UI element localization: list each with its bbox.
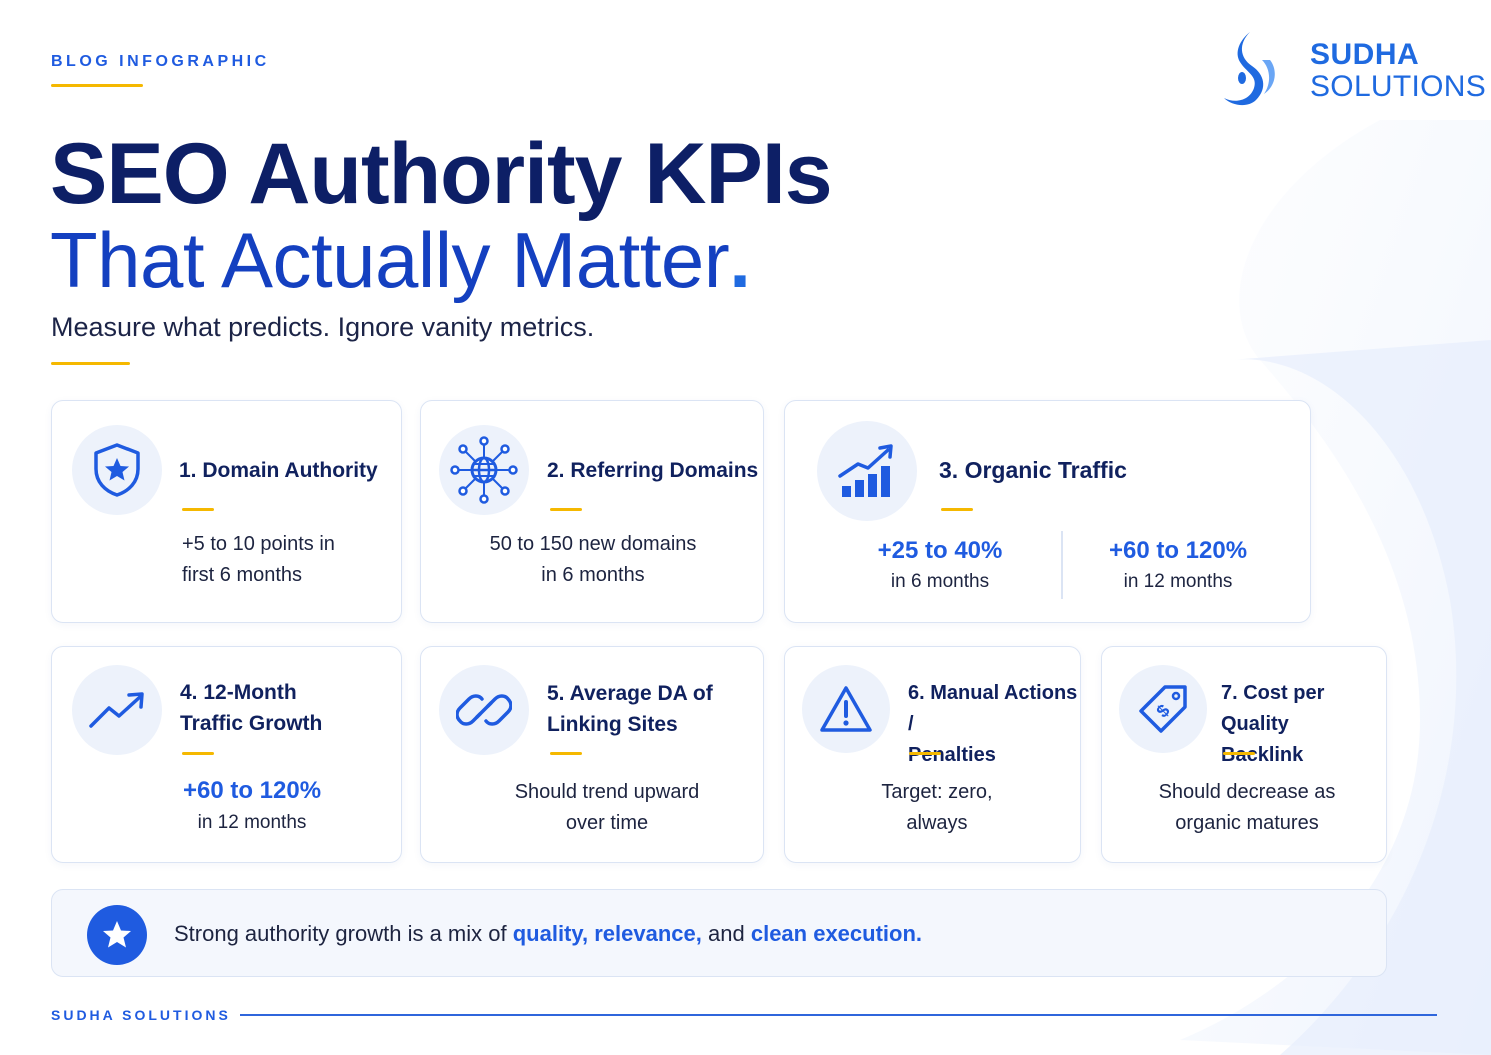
trend-up-icon bbox=[89, 692, 144, 728]
kpi-body: 50 to 150 new domains in 6 months bbox=[451, 529, 735, 591]
kpi-title: 4. 12-Month Traffic Growth bbox=[180, 677, 322, 739]
kpi-body: Should trend upward over time bbox=[465, 777, 749, 839]
kpi-card-referring-domains: 2. Referring Domains 50 to 150 new domai… bbox=[420, 400, 764, 623]
kpi-title-underline bbox=[1223, 752, 1255, 755]
star-icon bbox=[87, 905, 147, 965]
kpi-card-organic-traffic: 3. Organic Traffic +25 to 40% in 6 month… bbox=[784, 400, 1311, 623]
kpi-icon-circle bbox=[439, 425, 529, 515]
kpi-title: 1. Domain Authority bbox=[179, 459, 378, 482]
kpi-icon-circle bbox=[72, 425, 162, 515]
summary-banner: Strong authority growth is a mix of qual… bbox=[51, 889, 1387, 977]
svg-text:$: $ bbox=[1152, 700, 1173, 721]
summary-highlight-quality: quality, bbox=[512, 921, 589, 946]
kpi-metric-label: in 12 months bbox=[197, 812, 307, 833]
kpi-title: 2. Referring Domains bbox=[547, 459, 759, 482]
summary-highlight-execution: clean execution. bbox=[750, 921, 923, 946]
kpi-title-line2: Traffic Growth bbox=[180, 712, 323, 735]
link-icon bbox=[456, 694, 512, 726]
globe-network-icon bbox=[450, 436, 518, 504]
kpi-title-underline bbox=[182, 508, 214, 511]
kpi-body-line2: over time bbox=[565, 812, 649, 834]
kpi-title-line1: 7. Cost per Quality bbox=[1221, 682, 1325, 735]
price-tag-icon: $ bbox=[1139, 685, 1187, 733]
shield-star-icon bbox=[94, 443, 140, 497]
logo-name-line1: SUDHA bbox=[1310, 38, 1420, 71]
kpi-title: 5. Average DA of Linking Sites bbox=[547, 678, 713, 740]
kpi-metric-label: in 12 months bbox=[1123, 571, 1233, 592]
kpi-body-line1: +5 to 10 points in bbox=[182, 533, 335, 555]
kpi-metric-value: +60 to 120% bbox=[182, 777, 322, 804]
logo-mark-icon bbox=[1224, 32, 1275, 106]
logo-name-line2: SOLUTIONS bbox=[1310, 70, 1487, 103]
kpi-body-line2: in 6 months bbox=[541, 564, 645, 586]
warning-icon bbox=[820, 686, 872, 732]
kpi-metric-value: +25 to 40% bbox=[877, 537, 1003, 564]
kpi-title-underline bbox=[941, 508, 973, 511]
summary-prefix: Strong authority growth is a mix of bbox=[174, 921, 507, 946]
page-title-line2: That Actually Matter. bbox=[50, 215, 751, 306]
metric-divider bbox=[1061, 531, 1063, 599]
kpi-body-line2: always bbox=[906, 812, 968, 834]
eyebrow-underline bbox=[51, 84, 143, 87]
kpi-title-underline bbox=[550, 508, 582, 511]
kpi-icon-circle bbox=[439, 665, 529, 755]
kpi-body-line2: organic matures bbox=[1175, 812, 1319, 834]
kpi-card-manual-actions: 6. Manual Actions / Penalties Target: ze… bbox=[784, 646, 1081, 863]
kpi-title-line2: Penalties bbox=[908, 744, 996, 766]
kpi-icon-circle bbox=[817, 421, 917, 521]
summary-and: and bbox=[708, 921, 745, 946]
company-logo: SUDHA SOLUTIONS bbox=[1218, 30, 1486, 110]
footer-divider bbox=[240, 1014, 1437, 1016]
title-line2-text: That Actually Matter bbox=[50, 216, 730, 304]
kpi-title: 7. Cost per Quality Backlink bbox=[1221, 678, 1386, 771]
kpi-title-underline bbox=[550, 752, 582, 755]
kpi-title-line2: Linking Sites bbox=[547, 713, 678, 736]
kpi-body-line2: first 6 months bbox=[182, 564, 303, 586]
summary-text: Strong authority growth is a mix of qual… bbox=[174, 921, 922, 947]
bar-chart-up-icon bbox=[838, 444, 893, 497]
kpi-metric-label: in 6 months bbox=[890, 571, 990, 592]
kpi-body: Target: zero, always bbox=[837, 777, 1037, 839]
page-title: SEO Authority KPIs bbox=[50, 126, 833, 222]
kpi-body: +5 to 10 points in first 6 months bbox=[142, 529, 382, 591]
summary-highlight-relevance: relevance, bbox=[594, 921, 702, 946]
kpi-title-line1: 5. Average DA of bbox=[547, 682, 713, 705]
title-dot: . bbox=[729, 216, 751, 304]
eyebrow-label: BLOG INFOGRAPHIC bbox=[51, 53, 270, 70]
kpi-body-line1: Should decrease as bbox=[1158, 781, 1336, 803]
subtitle-underline bbox=[51, 362, 130, 365]
kpi-title-line2: Backlink bbox=[1221, 744, 1304, 766]
kpi-title: 3. Organic Traffic bbox=[939, 457, 1127, 483]
page-subtitle: Measure what predicts. Ignore vanity met… bbox=[51, 312, 595, 342]
footer-brand: SUDHA SOLUTIONS bbox=[51, 1007, 231, 1023]
kpi-icon-circle bbox=[72, 665, 162, 755]
kpi-body-line1: 50 to 150 new domains bbox=[489, 533, 697, 555]
kpi-metric-value: +60 to 120% bbox=[1108, 537, 1248, 564]
kpi-card-average-da: 5. Average DA of Linking Sites Should tr… bbox=[420, 646, 764, 863]
kpi-card-traffic-growth: 4. 12-Month Traffic Growth +60 to 120% i… bbox=[51, 646, 402, 863]
kpi-title-underline bbox=[909, 752, 941, 755]
kpi-icon-circle bbox=[802, 665, 890, 753]
kpi-body-line1: Should trend upward bbox=[514, 781, 700, 803]
kpi-title-line1: 4. 12-Month bbox=[180, 681, 297, 704]
kpi-icon-circle: $ bbox=[1119, 665, 1207, 753]
kpi-title: 6. Manual Actions / Penalties bbox=[908, 678, 1080, 771]
kpi-title-underline bbox=[182, 752, 214, 755]
kpi-card-cost-per-backlink: $ 7. Cost per Quality Backlink Should de… bbox=[1101, 646, 1387, 863]
kpi-body: Should decrease as organic matures bbox=[1142, 777, 1352, 839]
kpi-body-line1: Target: zero, bbox=[881, 781, 993, 803]
kpi-card-domain-authority: 1. Domain Authority +5 to 10 points in f… bbox=[51, 400, 402, 623]
kpi-title-line1: 6. Manual Actions / bbox=[908, 682, 1078, 735]
